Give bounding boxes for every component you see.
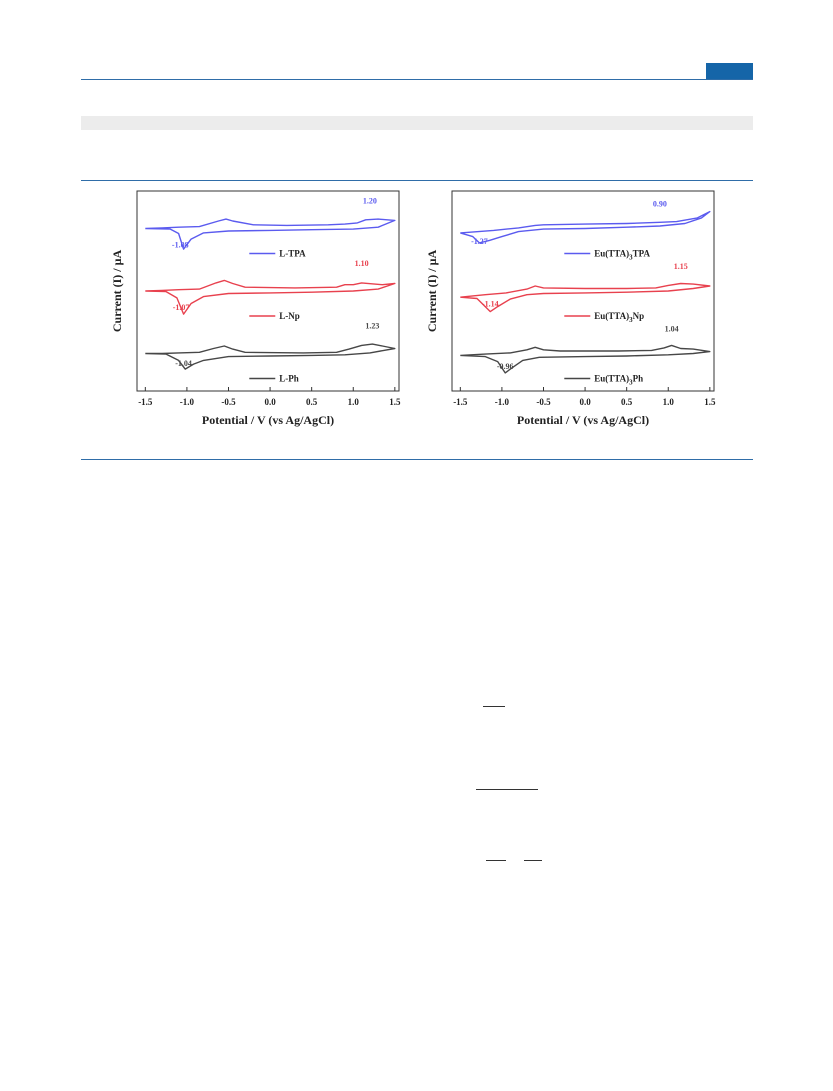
peak-label: -1.14 [482, 300, 499, 309]
x-tick-label: 0.0 [264, 397, 276, 407]
peak-label: -0.96 [497, 362, 514, 371]
legend-label: Eu(TTA)3TPA [594, 249, 650, 262]
cv-chart-ligands: -1.08 1.20 L-TPA -1.07 1.10 L-Np -1.04 1.23 L-Ph… [110, 190, 401, 427]
peak-label: 1.20 [363, 197, 377, 206]
x-tick-label: -1.5 [138, 397, 153, 407]
peak-label: 1.23 [365, 322, 379, 331]
x-tick-label: 0.5 [306, 397, 318, 407]
x-tick-label: 1.0 [663, 397, 675, 407]
y-axis-label: Current (I) / μA [425, 250, 439, 333]
cv-curve-l-np [145, 279, 396, 315]
equation-fraction-bar [483, 706, 505, 707]
x-tick-label: 0.0 [579, 397, 591, 407]
peak-label: -1.08 [172, 240, 189, 249]
legend-label: L-TPA [279, 249, 306, 259]
plot-area: -1.27 0.90 Eu(TTA)3TPA -1.14 1.15 Eu(TTA)3Np -… [451, 190, 716, 407]
peak-label: -1.27 [471, 237, 488, 246]
cv-curve-l-ph [145, 343, 396, 370]
equation-fraction-bar [486, 860, 506, 861]
legend-label: Eu(TTA)3Np [594, 311, 644, 324]
figure-bottom-rule [81, 459, 753, 460]
caption-band [81, 116, 753, 130]
legend-label: L-Np [279, 311, 300, 321]
x-tick-label: -1.0 [495, 397, 510, 407]
cv-curve-eu-tta-3tpa [460, 210, 711, 244]
cv-curve-l-tpa [145, 218, 396, 250]
header-rule [81, 79, 753, 80]
x-tick-label: -1.0 [180, 397, 195, 407]
x-tick-label: 1.0 [348, 397, 360, 407]
x-tick-label: -0.5 [536, 397, 551, 407]
y-axis-label: Current (I) / μA [110, 250, 124, 333]
figure-top-rule [81, 180, 753, 181]
legend-label: Eu(TTA)3Ph [594, 374, 643, 387]
peak-label: 0.90 [653, 200, 667, 209]
journal-tab [706, 63, 753, 79]
peak-label: -1.04 [175, 359, 192, 368]
plot-frame [451, 190, 715, 392]
peak-label: 1.15 [674, 262, 688, 271]
equation-fraction-bar [476, 789, 538, 790]
x-axis-label: Potential / V (vs Ag/AgCl) [202, 413, 334, 427]
x-axis-label: Potential / V (vs Ag/AgCl) [517, 413, 649, 427]
x-tick-label: 1.5 [389, 397, 401, 407]
peak-label: 1.10 [355, 259, 369, 268]
cv-curve-eu-tta-3np [460, 282, 711, 313]
plot-area: -1.08 1.20 L-TPA -1.07 1.10 L-Np -1.04 1.23 L-Ph… [136, 190, 401, 407]
x-tick-label: 1.5 [704, 397, 716, 407]
cv-chart-complexes: -1.27 0.90 Eu(TTA)3TPA -1.14 1.15 Eu(TTA)3Np -… [425, 190, 716, 427]
plot-frame [136, 190, 400, 392]
peak-label: -1.07 [173, 303, 190, 312]
legend-label: L-Ph [279, 374, 299, 384]
cv-curve-eu-tta-3ph [460, 344, 711, 374]
x-tick-label: -0.5 [221, 397, 236, 407]
x-tick-label: 0.5 [621, 397, 633, 407]
peak-label: 1.04 [665, 325, 679, 334]
x-tick-label: -1.5 [453, 397, 468, 407]
equation-fraction-bar [524, 860, 542, 861]
